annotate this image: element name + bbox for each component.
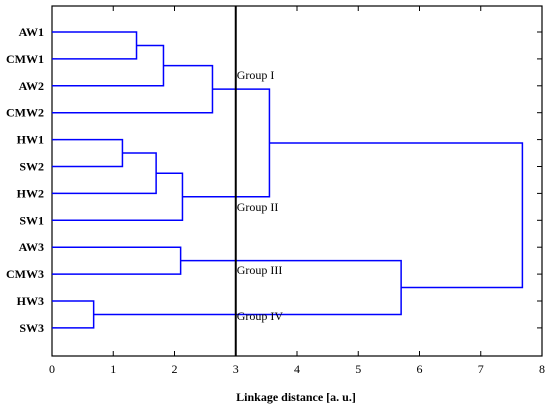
leaf-label: AW1	[19, 25, 44, 39]
cluster-link	[269, 142, 524, 289]
leaf-label: CMW1	[6, 52, 44, 66]
cluster-link	[52, 31, 138, 60]
cluster-link	[52, 152, 157, 195]
x-tick-label: 2	[172, 362, 178, 376]
group-label: Group III	[237, 263, 283, 277]
x-tick-label: 5	[355, 362, 361, 376]
x-tick-label: 7	[478, 362, 484, 376]
x-axis-title: Linkage distance [a. u.]	[236, 390, 356, 404]
leaf-label: HW1	[17, 133, 44, 147]
leaf-label: HW2	[17, 186, 44, 200]
cluster-link	[52, 64, 214, 114]
x-tick-label: 0	[49, 362, 55, 376]
cluster-link	[52, 138, 124, 168]
group-label: Group IV	[237, 309, 284, 323]
cluster-link	[52, 172, 184, 222]
leaf-label: AW2	[19, 79, 44, 93]
x-tick-label: 3	[233, 362, 239, 376]
cluster-link	[52, 246, 182, 275]
group-label: Group II	[237, 200, 279, 214]
cluster-link	[182, 88, 271, 198]
x-tick-label: 1	[110, 362, 116, 376]
leaf-label: AW3	[19, 240, 44, 254]
x-tick-label: 4	[294, 362, 300, 376]
x-tick-label: 6	[417, 362, 423, 376]
plot-area: 0 1 2 3 4 5 6 7 8 AW1 CMW1 AW2 CMW2 HW1 SW2 HW2 SW1 AW3 CM…	[6, 5, 545, 376]
leaf-label: CMW3	[6, 267, 44, 281]
x-tick-label: 8	[539, 362, 545, 376]
leaf-label: HW3	[17, 294, 44, 308]
group-label: Group I	[237, 68, 275, 82]
cluster-link	[52, 44, 165, 87]
leaf-label: SW2	[19, 160, 44, 174]
leaf-label: SW1	[19, 213, 44, 227]
cluster-link	[52, 300, 95, 329]
leaf-label: SW3	[19, 321, 44, 335]
leaf-label: CMW2	[6, 106, 44, 120]
